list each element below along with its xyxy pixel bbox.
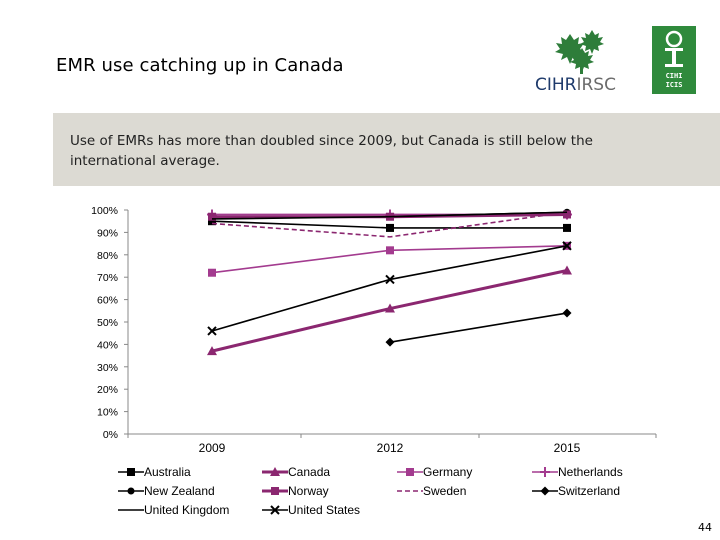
slide-title: EMR use catching up in Canada [56,55,344,76]
y-tick-label: 70% [97,272,118,284]
data-point-switzerland [562,308,572,318]
legend-marker-netherlands [540,467,550,477]
y-tick-label: 80% [97,250,118,262]
y-tick-label: 10% [97,407,118,419]
page-number: 44 [698,521,712,534]
data-point-canada [562,265,572,275]
y-tick-label: 30% [97,362,118,374]
x-tick-label: 2009 [199,441,226,455]
data-point-switzerland [385,337,395,347]
x-tick-label: 2012 [377,441,404,455]
legend-label-switzerland: Switzerland [558,484,620,498]
legend-marker-new-zealand [127,487,135,495]
cihi-icis-logo: CIHI ICIS [652,26,696,94]
data-point-germany [386,246,394,255]
legend-label-germany: Germany [423,465,472,479]
data-point-australia [386,223,394,232]
legend-label-new-zealand: New Zealand [144,484,215,498]
series-line-united-states [211,245,568,332]
data-point-germany [208,268,216,277]
legend-marker-united-states [270,505,280,515]
legend-marker-australia [127,468,135,476]
y-tick-label: 50% [97,317,118,329]
series-line-sweden [211,211,568,238]
subtitle-banner: Use of EMRs has more than doubled since … [53,113,720,186]
legend-label-norway: Norway [288,484,329,498]
subtitle-text: Use of EMRs has more than doubled since … [70,133,593,169]
data-point-australia [563,223,571,232]
data-point-united-states [207,326,217,336]
legend-label-united-states: United States [288,503,360,517]
legend-marker-germany [406,468,414,476]
data-point-canada [207,346,217,356]
series-line-united-kingdom [211,211,568,220]
series-line-switzerland [389,312,568,343]
y-tick-label: 40% [97,339,118,351]
legend-label-sweden: Sweden [423,484,466,498]
cihr-maple-leaf-logo [555,30,604,74]
y-tick-label: 20% [97,384,118,396]
x-tick-label: 2015 [554,441,581,455]
y-tick-label: 60% [97,295,118,307]
y-tick-label: 100% [91,205,118,217]
data-point-norway [563,210,571,219]
data-point-canada [385,303,395,313]
legend-marker-canada [270,467,280,476]
legend-label-netherlands: Netherlands [558,465,623,479]
legend-marker-norway [271,487,279,495]
data-point-united-states [562,241,572,251]
data-point-united-states [385,274,395,285]
data-point-australia [208,217,216,226]
data-point-norway [208,212,216,221]
y-tick-label: 0% [103,429,118,441]
cihr-irsc-wordmark: CIHRIRSC [535,75,616,95]
cihi-line-1: CIHI [666,72,683,80]
y-tick-label: 90% [97,227,118,239]
legend-label-united-kingdom: United Kingdom [144,503,229,517]
legend-label-canada: Canada [288,465,330,479]
legend-label-australia: Australia [144,465,191,479]
emr-line-chart: 0% 10% 20% 30% 40% 50% 60% 70% 80% 90% 100% 2009 201… [91,205,657,517]
cihi-line-2: ICIS [666,81,683,89]
legend-marker-switzerland [540,486,550,496]
